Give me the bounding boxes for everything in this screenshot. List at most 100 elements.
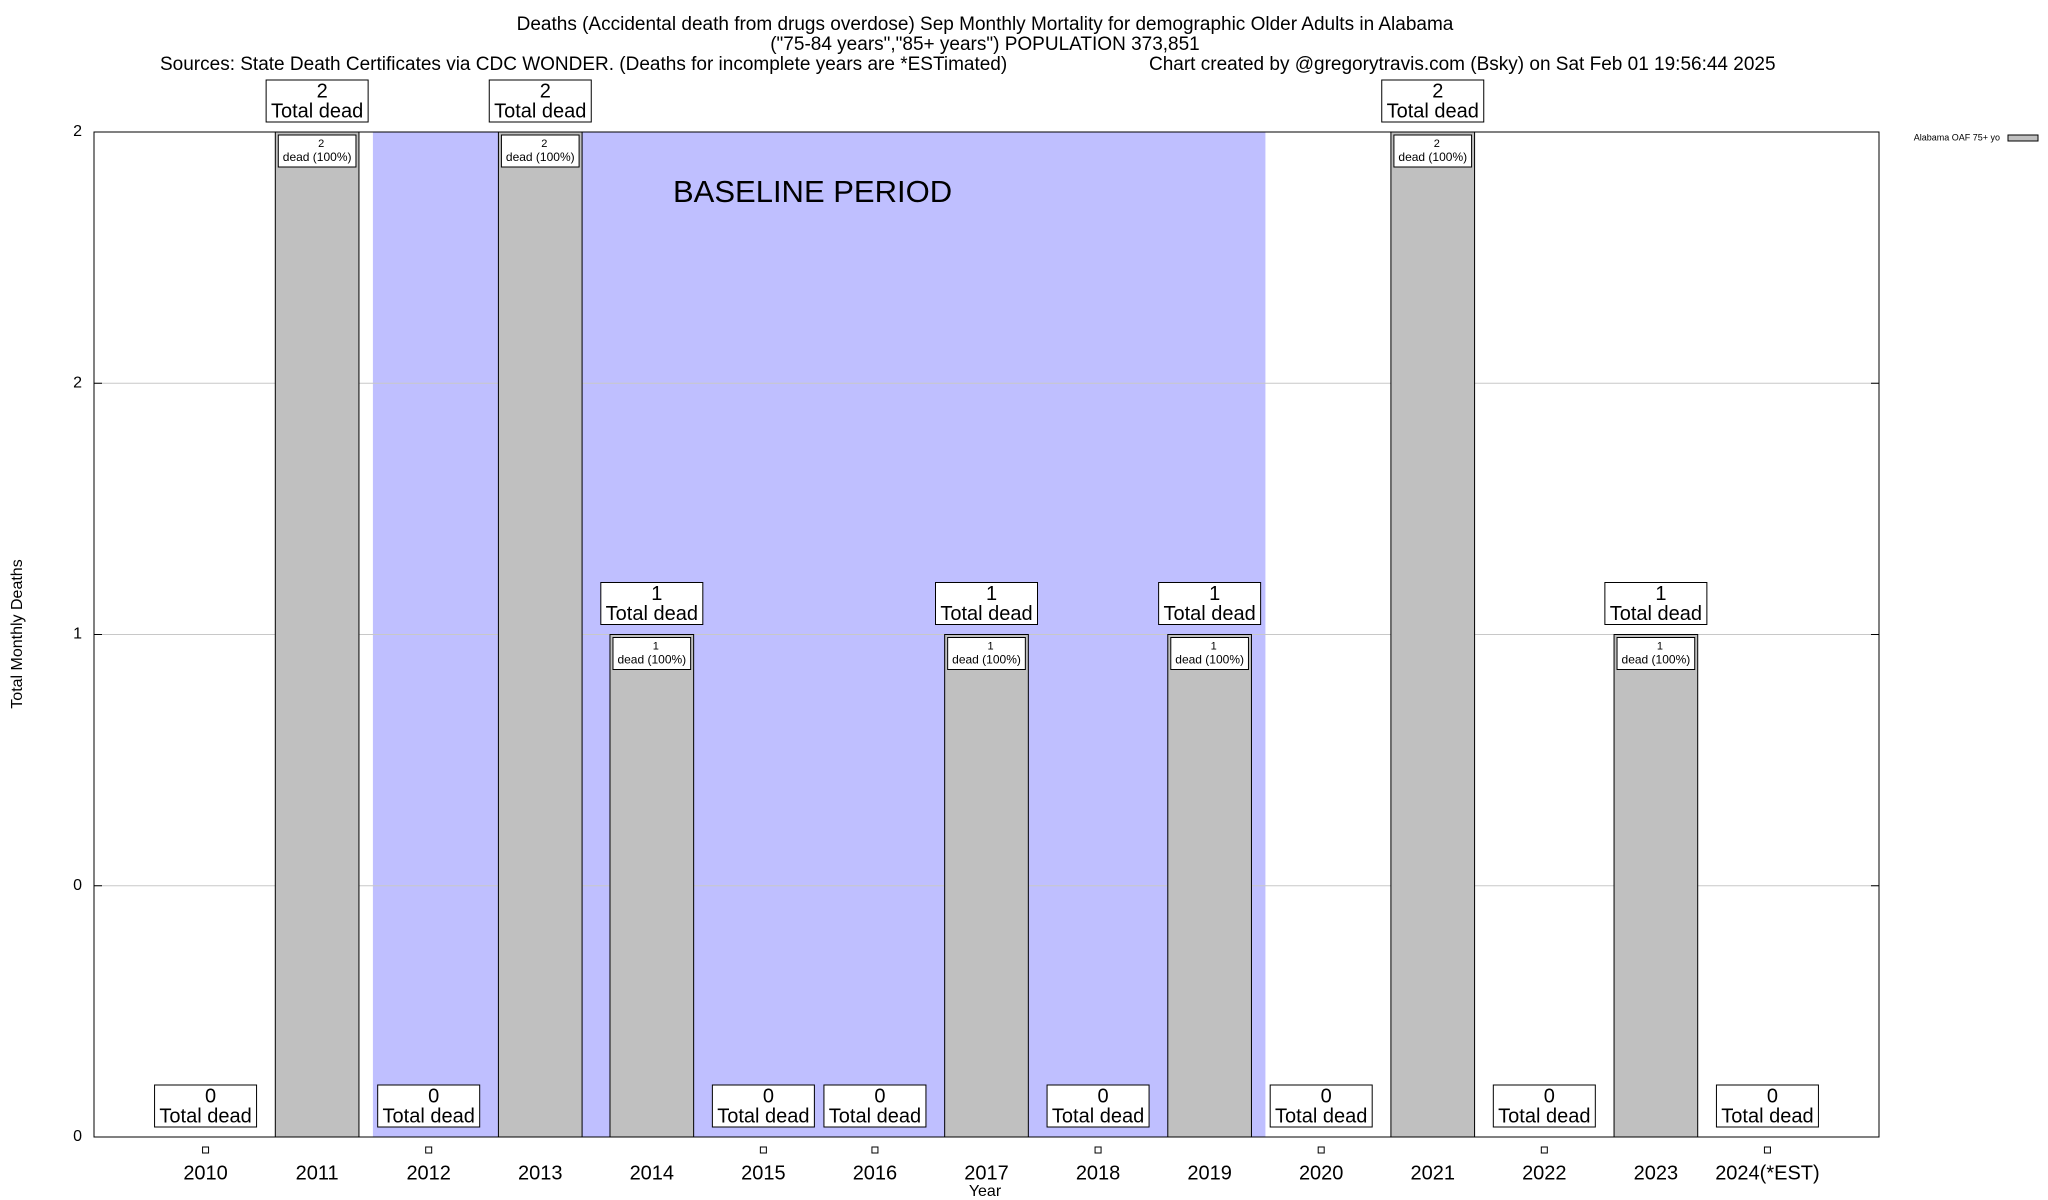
total-label-box [600,582,704,625]
total-value-label: 2 [317,80,328,102]
total-label-box [1158,582,1262,625]
total-text-label: Total dead [159,1105,251,1127]
bar [1613,634,1699,1138]
total-text-label: Total dead [606,603,698,625]
total-label-box [1046,1084,1150,1128]
total-label-box [823,1084,927,1128]
total-text-label: Total dead [1721,1105,1813,1127]
share-value-label: 2 [318,138,324,150]
total-value-label: 0 [874,1085,885,1107]
total-label-box [1269,1084,1373,1128]
x-tick-label: 2011 [296,1162,339,1184]
x-tick-label: 2016 [853,1162,898,1184]
share-text-label: dead (100%) [283,150,352,164]
total-text-label: Total dead [1498,1105,1590,1127]
x-tick-label: 2012 [406,1162,451,1184]
share-label-box [947,637,1026,670]
total-text-label: Total dead [1275,1105,1367,1127]
total-text-label: Total dead [494,100,586,122]
x-tick-label: 2020 [1299,1162,1344,1184]
x-tick-label: 2013 [518,1162,563,1184]
chart-title: Deaths (Accidental death from drugs over… [517,14,1454,35]
legend-label: Alabama OAF 75+ yo [1914,132,2000,142]
x-tick-label: 2023 [1634,1162,1679,1184]
share-text-label: dead (100%) [1175,653,1244,667]
source-note: Sources: State Death Certificates via CD… [160,54,1007,75]
share-value-label: 1 [987,640,993,652]
total-label-box [1492,1084,1596,1128]
bar [609,634,695,1138]
total-label-box [488,79,592,123]
x-tick-label: 2014 [630,1162,675,1184]
zero-marker [1094,1146,1102,1154]
bar [944,634,1029,1138]
baseline-label: BASELINE PERIOD [673,174,952,209]
total-value-label: 1 [986,583,997,605]
share-label-box [1170,637,1249,670]
y-tick-label: 0 [73,877,82,894]
x-tick-label: 2015 [741,1162,786,1184]
total-value-label: 0 [1767,1085,1778,1107]
credit-note: Chart created by @gregorytravis.com (Bsk… [1149,54,1776,75]
total-text-label: Total dead [717,1105,809,1127]
share-label-box [500,134,580,168]
bar [274,131,360,1138]
zero-marker [759,1146,767,1154]
total-text-label: Total dead [271,100,363,122]
legend-swatch [2007,134,2039,142]
bar [497,131,583,1138]
y-tick-label: 0 [73,1128,82,1145]
x-tick-label: 2018 [1076,1162,1121,1184]
total-text-label: Total dead [1387,100,1479,122]
total-text-label: Total dead [829,1105,921,1127]
total-label-box [377,1084,481,1128]
share-label-box [277,134,357,168]
share-label-box [612,637,692,670]
share-value-label: 1 [1211,640,1217,652]
bar [1167,634,1252,1138]
zero-marker [202,1146,210,1154]
total-text-label: Total dead [1610,603,1702,625]
total-value-label: 0 [763,1085,774,1107]
total-label-box [154,1084,258,1128]
share-text-label: dead (100%) [952,653,1021,667]
total-text-label: Total dead [383,1105,475,1127]
total-value-label: 0 [1544,1085,1555,1107]
y-tick-label: 1 [73,626,82,643]
share-text-label: dead (100%) [1398,150,1467,164]
y-tick-label: 2 [73,374,82,391]
share-label-box [1393,134,1473,168]
zero-marker [1317,1146,1325,1154]
total-label-box [1381,79,1485,123]
total-label-box [935,582,1038,625]
total-value-label: 1 [1655,583,1666,605]
total-text-label: Total dead [1163,603,1255,625]
x-axis-label: Year [969,1183,1002,1200]
x-tick-label: 2022 [1522,1162,1567,1184]
total-label-box [1604,582,1708,625]
share-text-label: dead (100%) [617,653,686,667]
zero-marker [1763,1146,1771,1154]
zero-marker [1540,1146,1548,1154]
total-text-label: Total dead [940,603,1032,625]
x-tick-label: 2010 [183,1162,228,1184]
total-value-label: 1 [651,583,662,605]
zero-marker [425,1146,433,1154]
share-value-label: 2 [1434,138,1440,150]
total-text-label: Total dead [1052,1105,1144,1127]
total-value-label: 0 [1098,1085,1109,1107]
total-value-label: 2 [1432,80,1443,102]
total-label-box [711,1084,815,1128]
total-value-label: 2 [540,80,551,102]
total-label-box [1715,1084,1819,1128]
x-tick-label: 2017 [964,1162,1009,1184]
share-text-label: dead (100%) [1622,653,1691,667]
x-tick-label: 2021 [1411,1162,1456,1184]
total-value-label: 0 [205,1085,216,1107]
share-label-box [1616,637,1696,670]
zero-marker [871,1146,879,1154]
share-value-label: 1 [1657,640,1663,652]
total-value-label: 0 [1321,1085,1332,1107]
total-value-label: 1 [1209,583,1220,605]
